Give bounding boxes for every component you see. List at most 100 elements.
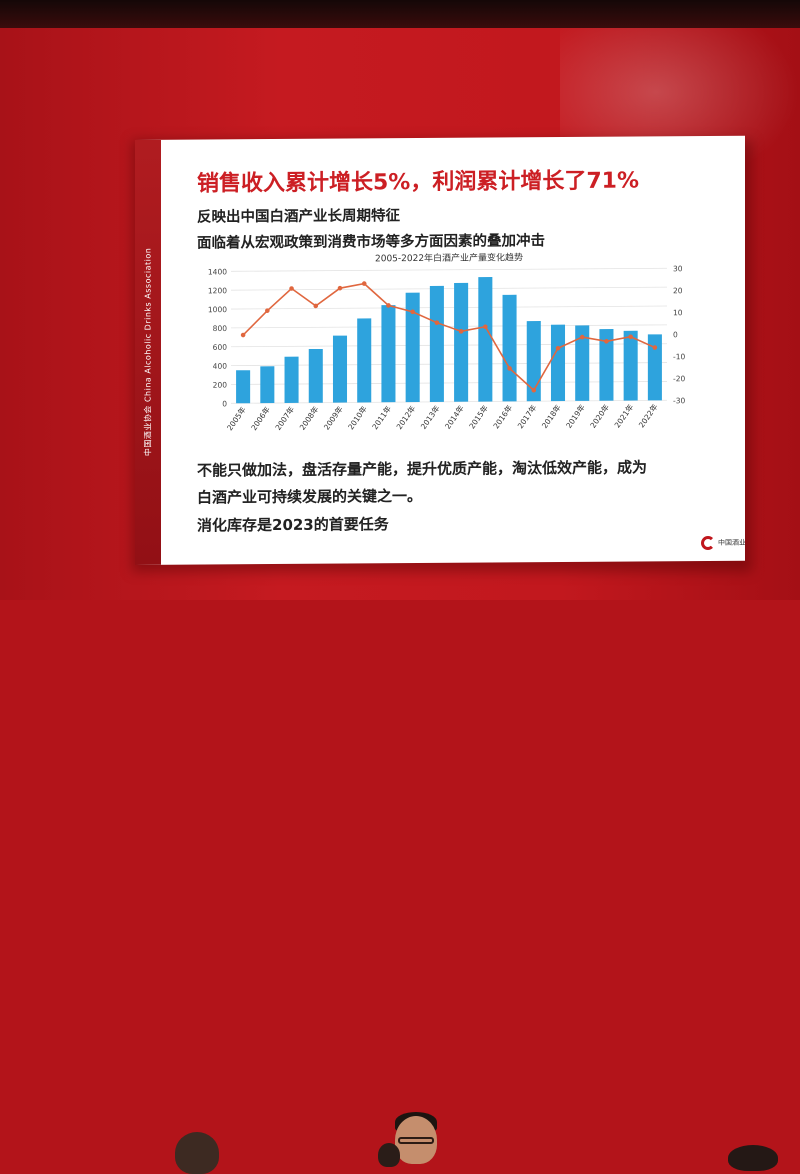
line-point [313,303,319,309]
x-tick-label: 2015年 [467,403,491,431]
bar [599,329,614,401]
right-tick-label: 0 [673,330,678,339]
gridline [231,305,667,310]
line-point [531,387,537,393]
slide-subtitle-2: 面临着从宏观政策到消费市场等多方面因素的叠加冲击 [197,233,545,252]
line-point [628,334,633,340]
gridline [231,362,667,367]
slide-headline: 销售收入累计增长5%，利润累计增长了71% [197,168,640,197]
line-point [604,339,609,344]
left-tick-label: 800 [213,324,228,333]
association-logo: 中国酒业 [701,535,745,551]
line-point [434,320,440,325]
association-logo-text: 中国酒业 [718,538,745,547]
right-axis-ticks: -30 -20 -10 0 10 20 30 [673,264,685,405]
line-point [337,285,343,291]
x-tick-label: 2010年 [345,403,369,431]
bar [502,294,517,402]
audience-head-center [378,1143,400,1167]
projected-slide: 中国酒业协会 China Alcoholic Drinks Associatio… [135,135,745,565]
bar-series [236,277,662,404]
line-point [483,324,488,330]
x-tick-label: 2007年 [273,404,297,432]
x-tick-label: 2012年 [394,403,418,431]
gridline [231,399,667,404]
bar [308,348,323,403]
line-point [265,308,270,313]
x-tick-label: 2005年 [224,404,248,432]
line-point [289,286,294,291]
bar [623,330,638,401]
bar [454,282,469,402]
bar [575,325,590,401]
line-point [410,309,415,315]
bar [526,321,541,402]
left-tick-label: 1000 [208,305,227,314]
right-tick-label: 20 [673,286,683,295]
x-tick-label: 2006年 [249,404,273,432]
gridline [231,343,667,348]
line-point [507,366,512,371]
left-tick-label: 0 [222,399,227,408]
body-text-line-1: 不能只做加法，盘活存量产能，提升优质产能，淘汰低效产能，成为 [197,458,648,480]
slide-subtitle-1: 反映出中国白酒产业长周期特征 [197,208,400,226]
line-point [652,345,658,350]
bar [405,292,420,403]
production-trend-chart: 0 200 400 600 800 1000 1200 1400 -30 -20 -10 0 10 20… [208,264,686,432]
bar [429,285,444,402]
right-tick-label: -10 [673,352,685,361]
right-tick-label: -30 [673,396,685,405]
body-text-line-2: 白酒产业可持续发展的关键之一。 [197,486,423,507]
x-tick-label: 2008年 [297,404,321,432]
association-side-band: 中国酒业协会 China Alcoholic Drinks Associatio… [135,139,161,565]
audience-head-left [175,1132,219,1174]
left-axis-ticks: 0 200 400 600 800 1000 1200 1400 [208,267,227,408]
line-point [240,332,246,338]
right-tick-label: 30 [673,264,683,273]
line-point [579,334,585,340]
x-tick-label: 2016年 [491,402,515,430]
x-tick-label: 2022年 [636,401,660,429]
x-tick-label: 2017年 [515,402,539,430]
bar [357,318,372,403]
bar [284,356,299,403]
line-point [386,303,391,308]
bar [260,366,275,404]
gridline [231,381,667,385]
left-tick-label: 1400 [208,267,227,276]
x-tick-label: 2021年 [612,402,636,430]
left-tick-label: 1200 [208,286,227,295]
bar [478,277,493,402]
bar [381,305,396,403]
audience-foreground [0,560,800,1174]
line-point [555,345,561,351]
gridline [231,267,667,272]
left-tick-label: 600 [213,343,228,352]
right-tick-label: 10 [673,308,683,317]
association-name: 中国酒业协会 China Alcoholic Drinks Associatio… [143,247,153,457]
bar [332,335,348,403]
ceiling-dark-band [0,0,800,28]
line-series [240,281,658,393]
x-tick-label: 2018年 [539,402,563,430]
line-series-path [242,282,656,392]
x-tick-label: 2013年 [418,403,442,431]
audience-head-right [728,1145,778,1171]
association-logo-icon [701,535,715,551]
x-axis-ticks: 2005年 2006年 2007年 2008年 2009年 2010年 2011年 2012年… [224,401,660,432]
x-tick-label: 2009年 [321,404,345,432]
left-tick-label: 400 [213,362,228,371]
x-tick-label: 2014年 [442,403,466,431]
x-tick-label: 2020年 [588,402,612,430]
x-tick-label: 2019年 [563,402,587,430]
bar [647,334,662,401]
gridline [231,286,667,291]
bar [550,324,566,402]
x-tick-label: 2011年 [370,403,394,431]
body-text-line-3: 消化库存是2023的首要任务 [197,515,389,535]
right-tick-label: -20 [673,374,685,383]
bar [236,370,251,404]
line-point [458,329,464,334]
speaker-glasses-icon [398,1137,434,1144]
line-point [361,281,367,286]
